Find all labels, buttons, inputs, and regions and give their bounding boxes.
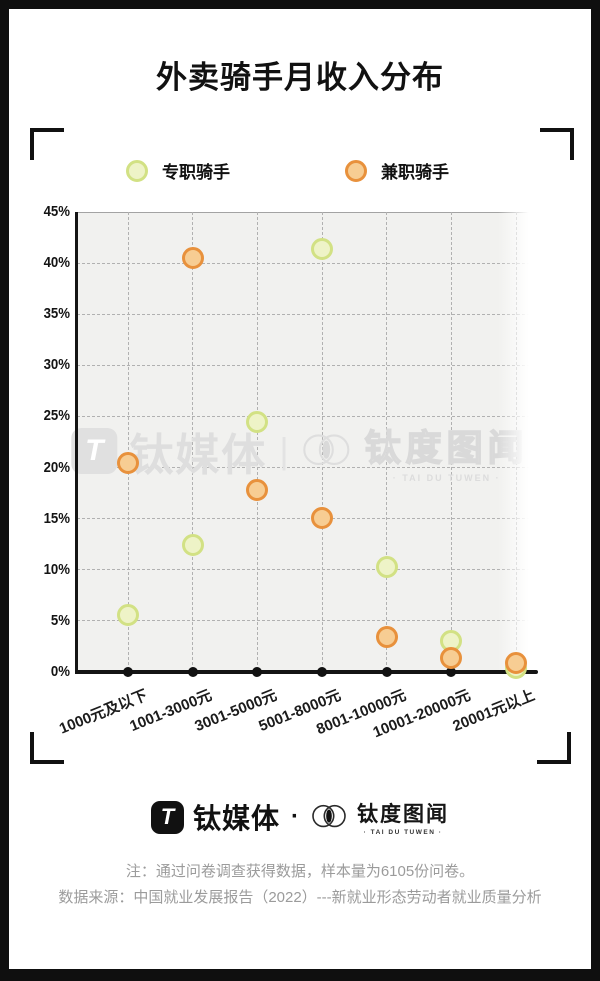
corner-bracket-top-left (30, 128, 64, 160)
axis-tick-dot (123, 667, 133, 677)
gridline-vertical (127, 212, 129, 672)
data-point-full-time (117, 603, 139, 626)
gridline-horizontal (77, 364, 531, 366)
watermark-separator: | (279, 430, 289, 471)
watermark: T 钛媒体 | 钛度图闻 · TAI DU TUWEN · (71, 419, 528, 483)
footer-brand2-block: 钛度图闻 · TAI DU TUWEN · (357, 798, 449, 836)
y-axis-line (75, 212, 78, 674)
y-tick-label: 25% (43, 407, 70, 425)
gridline-horizontal (77, 467, 531, 469)
axis-tick-dot (381, 667, 392, 677)
data-point-part-time (440, 646, 463, 669)
data-point-part-time (375, 626, 398, 649)
watermark-brand1: 钛媒体 (129, 431, 268, 480)
corner-bracket-bottom-right (537, 732, 571, 764)
tmt-logo-watermark-icon: T (71, 428, 118, 474)
y-tick-label: 5% (50, 611, 70, 629)
legend-label-full-time: 专职骑手 (162, 163, 230, 182)
note-data-source: 数据来源：中国就业发展报告（2022）---新就业形态劳动者就业质量分析 (58, 889, 542, 906)
gridline-horizontal (77, 620, 531, 622)
footer-brand2-sub: · TAI DU TUWEN · (363, 829, 443, 836)
data-point-part-time (181, 247, 204, 269)
gridline-horizontal (77, 262, 531, 264)
gridline-vertical (192, 212, 194, 672)
y-tick-label: 15% (43, 509, 70, 527)
footer-brand-row: T 钛媒体 · 钛度图闻 · TAI DU TUWEN · (0, 797, 600, 837)
legend-item-part-time: 兼职骑手 (345, 158, 449, 183)
watermark-brand2: 钛度图闻 (364, 426, 529, 469)
data-point-part-time (246, 479, 269, 502)
legend-label-part-time: 兼职骑手 (381, 163, 449, 182)
y-tick-label: 45% (43, 203, 70, 220)
data-point-part-time (117, 452, 139, 475)
footer-brand1: 钛媒体 (192, 803, 280, 834)
page-title: 外卖骑手月收入分布 (156, 60, 444, 95)
axis-tick-dot (317, 667, 327, 677)
gridline-horizontal (77, 569, 531, 571)
axis-tick-dot (187, 667, 198, 677)
data-point-full-time (181, 534, 204, 557)
footer-brand2: 钛度图闻 (357, 803, 449, 826)
x-axis-line (75, 670, 538, 674)
y-tick-label: 40% (43, 254, 70, 272)
y-tick-label: 35% (43, 305, 70, 323)
gridline-horizontal (77, 313, 531, 315)
footer-separator: · (291, 803, 299, 830)
data-point-full-time (375, 555, 398, 578)
corner-bracket-bottom-left (30, 732, 64, 764)
gridline-horizontal (77, 211, 531, 213)
tmt-logo-icon: T (150, 800, 184, 834)
axis-tick-dot (252, 667, 263, 677)
eye-logo-icon (312, 804, 346, 828)
gridline-vertical (386, 212, 388, 672)
data-point-full-time (246, 410, 269, 433)
note-sample-size: 注：通过问卷调查获得数据，样本量为6105份问卷。 (125, 863, 475, 880)
gridline-vertical (450, 212, 452, 672)
y-tick-label: 0% (50, 663, 70, 680)
gridline-horizontal (77, 518, 531, 520)
plot-right-fade (498, 212, 532, 672)
legend-swatch-part-time-icon (345, 159, 367, 182)
watermark-brand2-sub: · TAI DU TUWEN · (392, 473, 501, 483)
data-point-part-time (505, 651, 527, 674)
data-point-full-time (311, 237, 333, 260)
gridline-horizontal (77, 415, 531, 417)
plot-background (77, 212, 531, 672)
watermark-brand2-block: 钛度图闻 · TAI DU TUWEN · (364, 419, 529, 483)
axis-tick-dot (446, 667, 457, 677)
gridline-vertical (256, 212, 258, 672)
data-point-part-time (311, 506, 333, 529)
eye-logo-watermark-icon (303, 434, 350, 465)
y-tick-label: 10% (43, 560, 70, 578)
legend-item-full-time: 专职骑手 (126, 158, 230, 183)
legend-swatch-full-time-icon (126, 159, 148, 182)
corner-bracket-top-right (540, 128, 574, 160)
y-tick-label: 20% (43, 458, 70, 476)
y-tick-label: 30% (43, 356, 70, 374)
